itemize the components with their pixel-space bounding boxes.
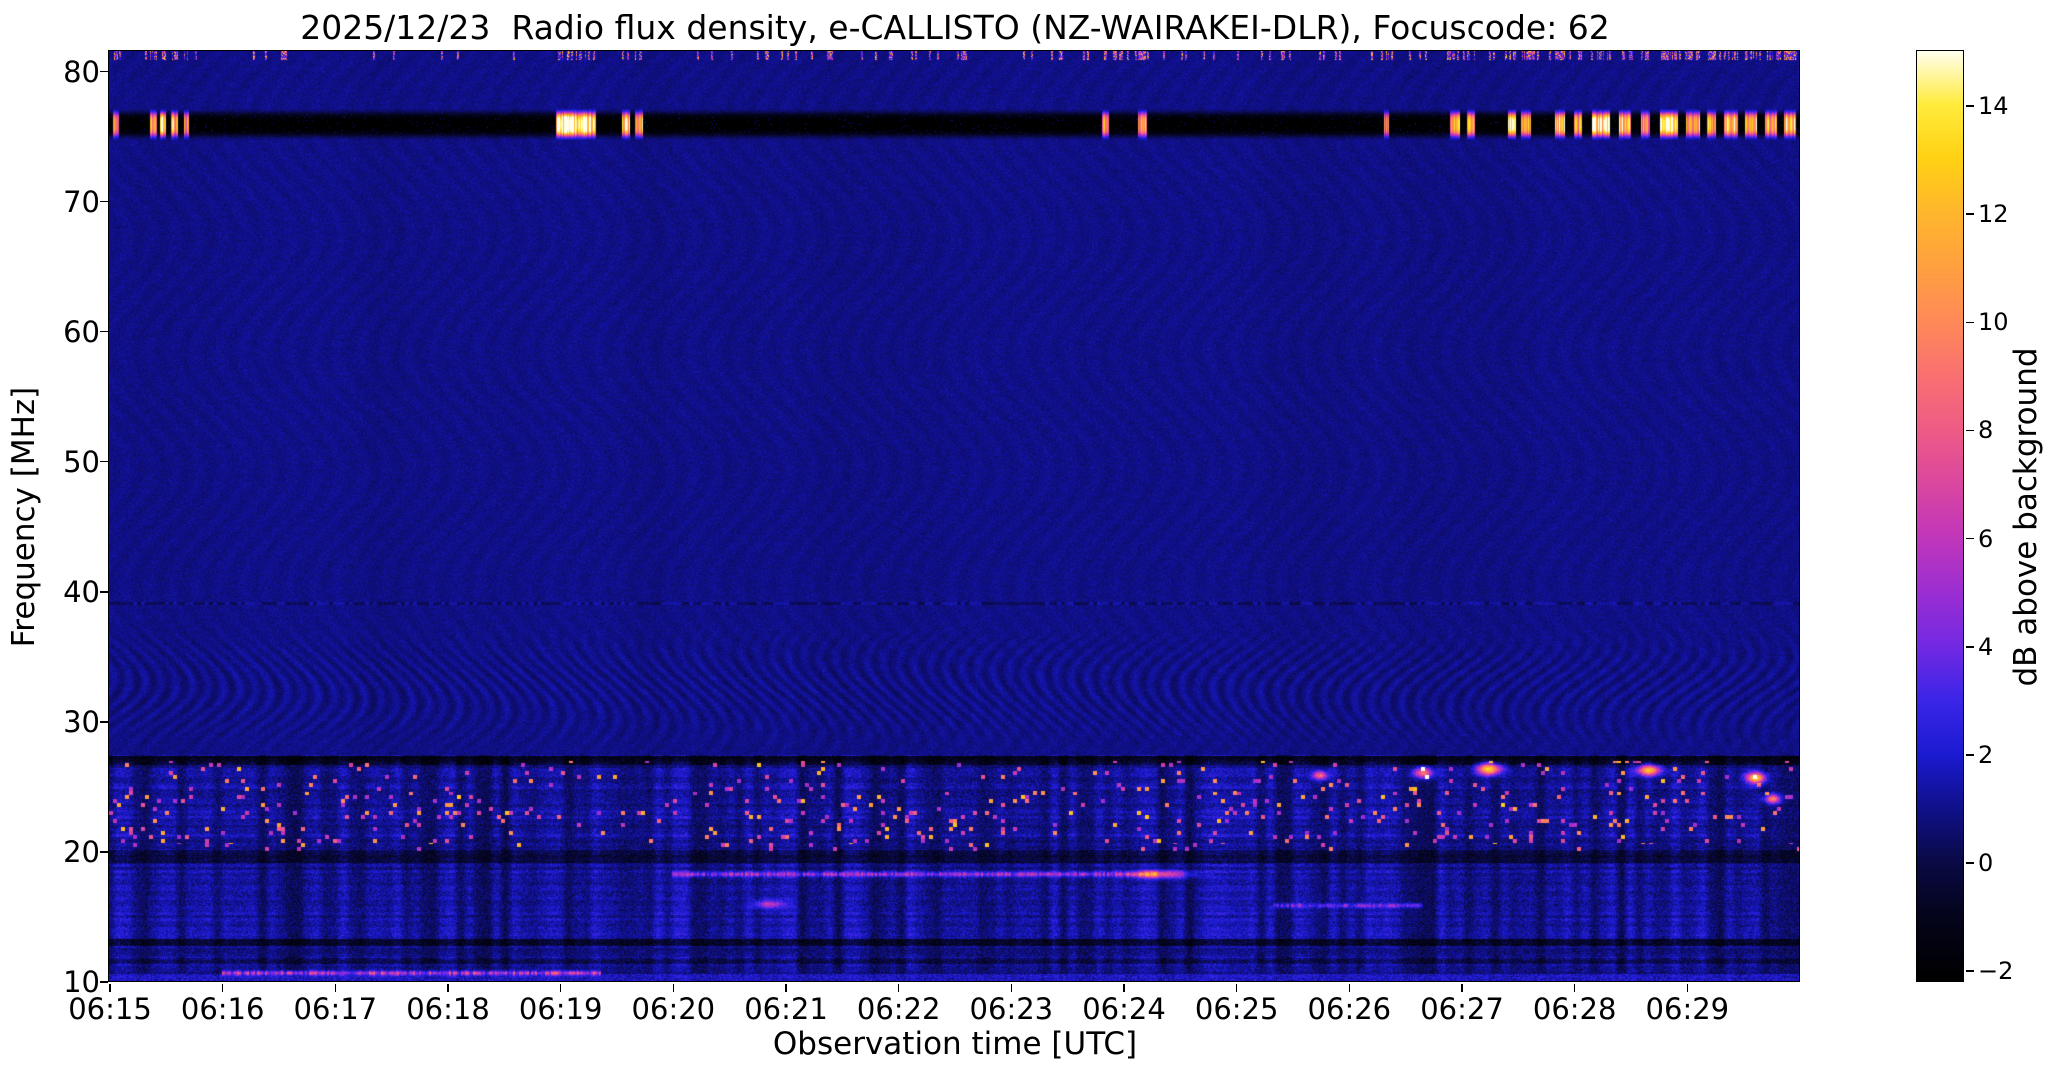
colorbar-tick-mark bbox=[1966, 321, 1974, 324]
x-tick-label: 06:19 bbox=[518, 992, 603, 1026]
plot-frame bbox=[108, 50, 1800, 982]
colorbar-tick-mark bbox=[1966, 970, 1974, 972]
y-tick-mark bbox=[100, 70, 108, 73]
y-tick-label: 60 bbox=[63, 314, 100, 349]
x-tick-label: 06:29 bbox=[1645, 992, 1730, 1026]
y-tick-mark bbox=[100, 200, 108, 203]
spectrogram-heatmap bbox=[109, 51, 1799, 981]
colorbar-tick-label: 4 bbox=[1978, 632, 1994, 661]
colorbar-frame bbox=[1916, 50, 1964, 982]
x-tick-label: 06:16 bbox=[180, 992, 265, 1026]
colorbar-tick-label: −2 bbox=[1978, 957, 2014, 986]
y-tick-mark bbox=[100, 460, 108, 463]
colorbar-tick-label: 2 bbox=[1978, 740, 1994, 769]
x-tick-mark bbox=[334, 984, 337, 992]
x-tick-label: 06:25 bbox=[1194, 992, 1279, 1026]
x-tick-mark bbox=[447, 984, 449, 992]
y-tick-label: 10 bbox=[63, 965, 100, 999]
x-tick-label: 06:17 bbox=[293, 992, 378, 1026]
y-tick-label: 30 bbox=[63, 704, 100, 739]
colorbar-tick-mark bbox=[1966, 213, 1974, 215]
colorbar-tick-mark bbox=[1966, 105, 1974, 107]
x-tick-label: 06:21 bbox=[744, 992, 828, 1026]
x-tick-mark bbox=[1123, 984, 1125, 992]
x-tick-label: 06:18 bbox=[406, 992, 490, 1026]
x-tick-mark bbox=[1686, 984, 1689, 992]
colorbar-tick-mark bbox=[1966, 754, 1974, 756]
y-tick-label: 50 bbox=[63, 444, 100, 479]
y-tick-label: 40 bbox=[63, 574, 100, 609]
y-tick-label: 80 bbox=[63, 54, 100, 89]
x-tick-label: 06:26 bbox=[1307, 992, 1392, 1026]
x-tick-label: 06:20 bbox=[631, 992, 716, 1026]
colorbar-tick-label: 12 bbox=[1978, 200, 2009, 229]
colorbar-tick-label: 6 bbox=[1978, 524, 1994, 553]
colorbar-label: dB above background bbox=[2008, 347, 2044, 687]
x-tick-mark bbox=[672, 984, 675, 992]
x-tick-mark bbox=[1573, 984, 1576, 992]
colorbar-tick-mark bbox=[1966, 646, 1974, 648]
colorbar-tick-mark bbox=[1966, 429, 1974, 432]
colorbar-gradient bbox=[1917, 51, 1963, 981]
y-tick-mark bbox=[100, 851, 108, 853]
x-tick-mark bbox=[109, 984, 111, 992]
y-tick-mark bbox=[100, 591, 108, 593]
x-axis-label: Observation time [UTC] bbox=[772, 1026, 1138, 1062]
x-tick-label: 06:15 bbox=[68, 992, 152, 1026]
y-tick-mark bbox=[100, 981, 108, 983]
y-tick-mark bbox=[100, 330, 108, 333]
x-tick-mark bbox=[221, 984, 224, 992]
chart-title: 2025/12/23 Radio flux density, e-CALLIST… bbox=[300, 8, 1610, 47]
colorbar-tick-label: 8 bbox=[1978, 416, 1994, 445]
colorbar-tick-label: 0 bbox=[1978, 849, 1994, 878]
x-tick-mark bbox=[1461, 984, 1463, 992]
x-tick-label: 06:28 bbox=[1532, 992, 1617, 1026]
colorbar-tick-label: 14 bbox=[1978, 92, 2009, 121]
y-tick-mark bbox=[100, 721, 108, 723]
x-tick-mark bbox=[897, 984, 900, 992]
y-tick-label: 20 bbox=[63, 834, 100, 869]
x-tick-mark bbox=[785, 984, 787, 992]
x-tick-label: 06:24 bbox=[1082, 992, 1166, 1026]
x-tick-mark bbox=[1010, 984, 1013, 992]
x-tick-label: 06:27 bbox=[1420, 992, 1504, 1026]
colorbar-tick-mark bbox=[1966, 537, 1974, 540]
colorbar-tick-mark bbox=[1966, 862, 1974, 864]
y-axis-label: Frequency [MHz] bbox=[6, 386, 42, 648]
x-tick-label: 06:23 bbox=[969, 992, 1054, 1026]
x-tick-mark bbox=[559, 984, 562, 992]
y-tick-label: 70 bbox=[63, 184, 100, 219]
x-tick-label: 06:22 bbox=[856, 992, 941, 1026]
colorbar-tick-label: 10 bbox=[1978, 308, 2009, 337]
x-tick-mark bbox=[1235, 984, 1238, 992]
x-tick-mark bbox=[1348, 984, 1351, 992]
